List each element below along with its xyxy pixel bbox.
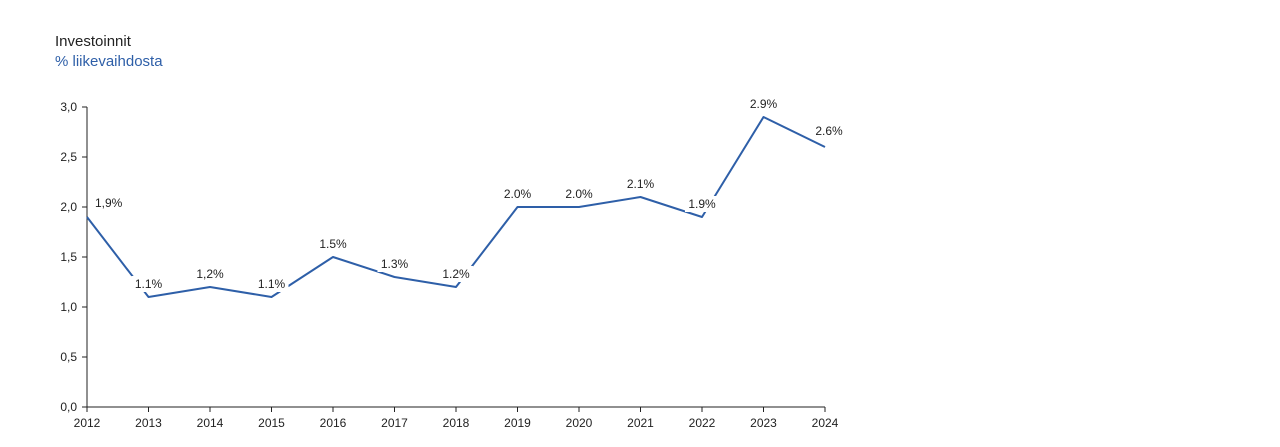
data-label: 1,2% [196,267,224,281]
x-tick-label: 2024 [812,416,839,430]
y-tick-label: 2,0 [60,200,77,214]
data-label: 2.0% [565,187,593,201]
y-tick-label: 0,0 [60,400,77,414]
chart-title: Investoinnit [55,33,131,50]
data-label-bg [812,123,846,139]
data-label: 2.0% [504,187,532,201]
x-tick-label: 2013 [135,416,162,430]
data-label: 2.6% [815,124,843,138]
data-label: 1.1% [135,277,163,291]
x-tick-label: 2022 [689,416,716,430]
data-label: 1.5% [319,237,347,251]
data-label-bg [500,186,535,202]
x-tick-label: 2018 [443,416,470,430]
y-tick-label: 1,0 [60,300,77,314]
data-label-bg [439,266,473,282]
data-label: 2.1% [627,177,655,191]
data-label: 1.2% [442,267,470,281]
series-line [86,116,826,298]
x-tick-label: 2014 [197,416,224,430]
x-tick-label: 2020 [566,416,593,430]
data-label-bg [562,186,596,202]
x-tick-label: 2017 [381,416,408,430]
x-tick-label: 2016 [320,416,347,430]
x-tick-label: 2015 [258,416,285,430]
data-label-bg [685,196,719,212]
data-label-bg [193,266,227,282]
data-label: 2.9% [750,97,778,111]
series-line-path [86,116,826,298]
data-label: 1,9% [95,196,123,210]
data-label-bg [746,96,781,112]
x-tick-label: 2012 [74,416,101,430]
chart-subtitle: % liikevaihdosta [55,53,163,70]
data-label: 1.9% [688,197,716,211]
data-label-bg [377,256,412,272]
data-labels: 1,9% 1.1% 1,2% 1.1% 1.5% 1.3% 1.2% 2.0% 2.0% 2.1%… [92,96,846,292]
y-tick-label: 0,5 [60,350,77,364]
x-tick-label: 2019 [504,416,531,430]
y-tick-label: 1,5 [60,250,77,264]
data-label: 1.3% [381,257,409,271]
x-tick-label: 2023 [750,416,777,430]
data-label-bg [623,176,658,192]
x-tick-label: 2021 [627,416,654,430]
data-label-bg [316,236,350,252]
data-label-bg [254,276,289,292]
data-label-bg [92,195,126,211]
axes: 0,0 0,5 1,0 1,5 2,0 2,5 3,0 2012 2013 2014 2015 201… [60,100,838,430]
data-label: 1.1% [258,277,286,291]
y-tick-label: 3,0 [60,100,77,114]
data-label-bg [131,276,166,292]
y-tick-label: 2,5 [60,150,77,164]
